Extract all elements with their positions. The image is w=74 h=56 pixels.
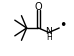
Text: O: O [35,2,42,12]
Text: H: H [46,33,52,43]
Text: N: N [45,27,52,36]
Text: •: • [59,19,66,32]
